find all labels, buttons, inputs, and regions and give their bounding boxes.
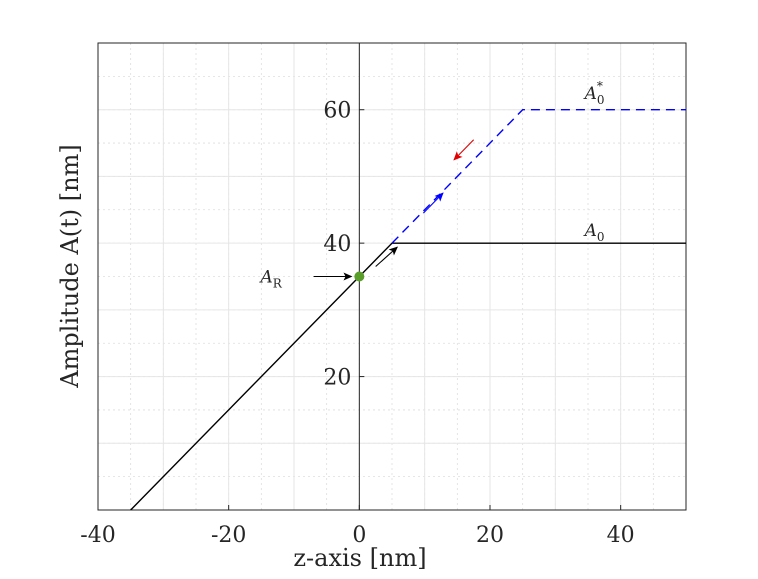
annotation-base: A [583,84,597,104]
annotation-a0: A* 0 [583,79,605,107]
annotation-base: A [258,268,272,288]
direction-arrow-2 [422,192,444,214]
annotation-ar: AR [258,268,282,291]
direction-arrow-1 [375,246,398,267]
arrows [313,139,475,281]
direction-arrow-3 [453,139,475,161]
y-axis-label: Amplitude A(t) [nm] [56,144,84,388]
x-tick-label: 0 [352,523,366,548]
annotation-subscript: 0 [597,230,605,244]
x-tick-label: 20 [476,523,504,548]
labels: A0A* 0AR [258,79,604,290]
annotation-superscript: * [597,79,603,93]
annotation-subscript: 0 [597,93,605,107]
annotation-base: A [583,221,597,241]
x-tick-label: -40 [80,523,115,548]
axes: -40 -20 0 20 40 20 40 60 [80,42,687,548]
x-axis-label: z-axis [nm] [293,544,426,572]
x-tick-label: -20 [211,523,246,548]
annotation-subscript: R [273,277,283,291]
points [354,271,365,282]
reference-point-marker [354,271,365,282]
y-tick-label: 60 [323,99,351,124]
y-tick-label: 20 [323,366,351,391]
x-tick-label: 40 [607,523,635,548]
plot-frame [97,42,687,511]
y-tick-label: 40 [323,232,351,257]
annotation-a0: A0 [583,221,605,244]
